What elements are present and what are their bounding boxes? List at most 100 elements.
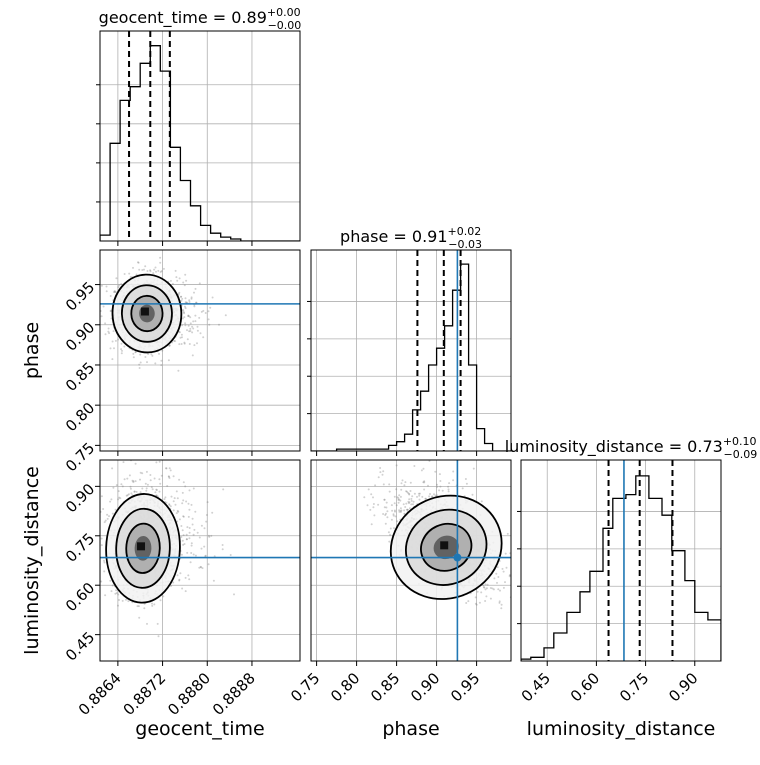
sample-point	[431, 495, 434, 498]
sample-point	[145, 470, 148, 473]
sample-point	[168, 475, 170, 478]
sample-point	[154, 491, 157, 494]
sample-point	[181, 308, 184, 311]
sample-point	[480, 500, 483, 503]
sample-point	[363, 496, 366, 499]
sample-point	[123, 345, 126, 348]
sample-point	[181, 529, 184, 532]
sample-point	[125, 598, 127, 601]
sample-point	[154, 440, 156, 442]
sample-point	[370, 493, 373, 496]
sample-point	[180, 525, 183, 527]
sample-point	[181, 336, 183, 339]
sample-point	[137, 261, 140, 264]
sample-point	[477, 440, 479, 442]
sample-point	[176, 497, 179, 500]
sample-point	[120, 348, 123, 351]
sample-point	[121, 349, 123, 352]
sample-point	[201, 567, 204, 570]
y-tick-label: 0.90	[62, 480, 98, 516]
sample-point	[203, 527, 206, 530]
panel-frame	[99, 30, 301, 242]
sample-point	[465, 482, 468, 485]
sample-point	[498, 601, 501, 604]
sample-point	[390, 504, 393, 507]
contour-line	[111, 273, 183, 354]
y-tick-label: 0.95	[62, 278, 98, 314]
sample-point	[495, 572, 498, 575]
sample-point	[187, 502, 190, 505]
sample-point	[109, 295, 112, 297]
sample-point	[95, 527, 97, 529]
sample-point	[185, 279, 188, 282]
sample-point	[103, 521, 106, 524]
sample-point	[104, 333, 107, 336]
sample-point	[452, 479, 455, 482]
contour-line	[404, 508, 488, 586]
sample-point	[158, 460, 161, 463]
sample-point	[132, 481, 135, 484]
sample-point	[113, 290, 116, 292]
sample-point	[111, 358, 114, 361]
sample-point	[170, 585, 172, 587]
sample-point	[403, 509, 406, 512]
sample-point	[186, 551, 189, 554]
sample-point	[104, 594, 107, 597]
sample-point	[208, 323, 211, 326]
sample-point	[410, 497, 413, 500]
x-tick-label: 0.75	[616, 669, 652, 705]
sample-point	[406, 508, 409, 511]
sample-point	[222, 488, 225, 491]
sample-point	[117, 490, 120, 493]
sample-point	[400, 509, 403, 512]
sample-point	[405, 502, 408, 505]
sample-point	[484, 600, 487, 602]
sample-point	[153, 268, 156, 271]
sample-point	[108, 515, 110, 518]
y-tick-label: 0.90	[62, 318, 98, 354]
title-sub: −0.00	[268, 19, 302, 32]
sample-point	[109, 579, 112, 582]
sample-point	[162, 267, 165, 270]
sample-point	[183, 341, 186, 344]
y-tick-label: 0.85	[62, 359, 98, 395]
sample-point	[200, 547, 203, 550]
sample-point	[155, 461, 158, 464]
sample-point	[111, 340, 114, 343]
sample-point	[416, 495, 418, 498]
sample-point	[178, 578, 181, 581]
sample-point	[190, 503, 193, 506]
sample-point	[104, 519, 107, 522]
x-tick-label: 0.8872	[120, 669, 170, 719]
sample-point	[150, 486, 153, 489]
sample-point	[178, 518, 181, 521]
sample-point	[388, 483, 391, 486]
sample-point	[405, 490, 408, 493]
sample-point	[111, 467, 114, 470]
sample-point	[418, 494, 421, 497]
sample-point	[120, 283, 123, 285]
sample-point	[146, 622, 148, 625]
sample-point	[204, 312, 207, 314]
sample-point	[169, 469, 172, 472]
sample-point	[182, 311, 185, 314]
sample-point	[393, 495, 396, 498]
sample-point	[500, 603, 503, 606]
sample-point	[377, 503, 380, 506]
sample-point	[154, 266, 157, 269]
sample-point	[143, 268, 145, 271]
sample-point	[496, 581, 498, 584]
sample-point	[180, 295, 183, 298]
sample-point	[190, 297, 193, 300]
sample-point	[395, 488, 398, 491]
sample-point	[160, 270, 163, 273]
sample-point	[207, 310, 210, 313]
sample-point	[188, 299, 191, 302]
sample-point	[163, 498, 166, 501]
sample-point	[452, 470, 455, 473]
sample-point	[192, 320, 195, 323]
sample-point	[178, 579, 181, 582]
sample-point	[171, 283, 174, 285]
sample-point	[405, 508, 408, 511]
sample-point	[496, 566, 499, 569]
